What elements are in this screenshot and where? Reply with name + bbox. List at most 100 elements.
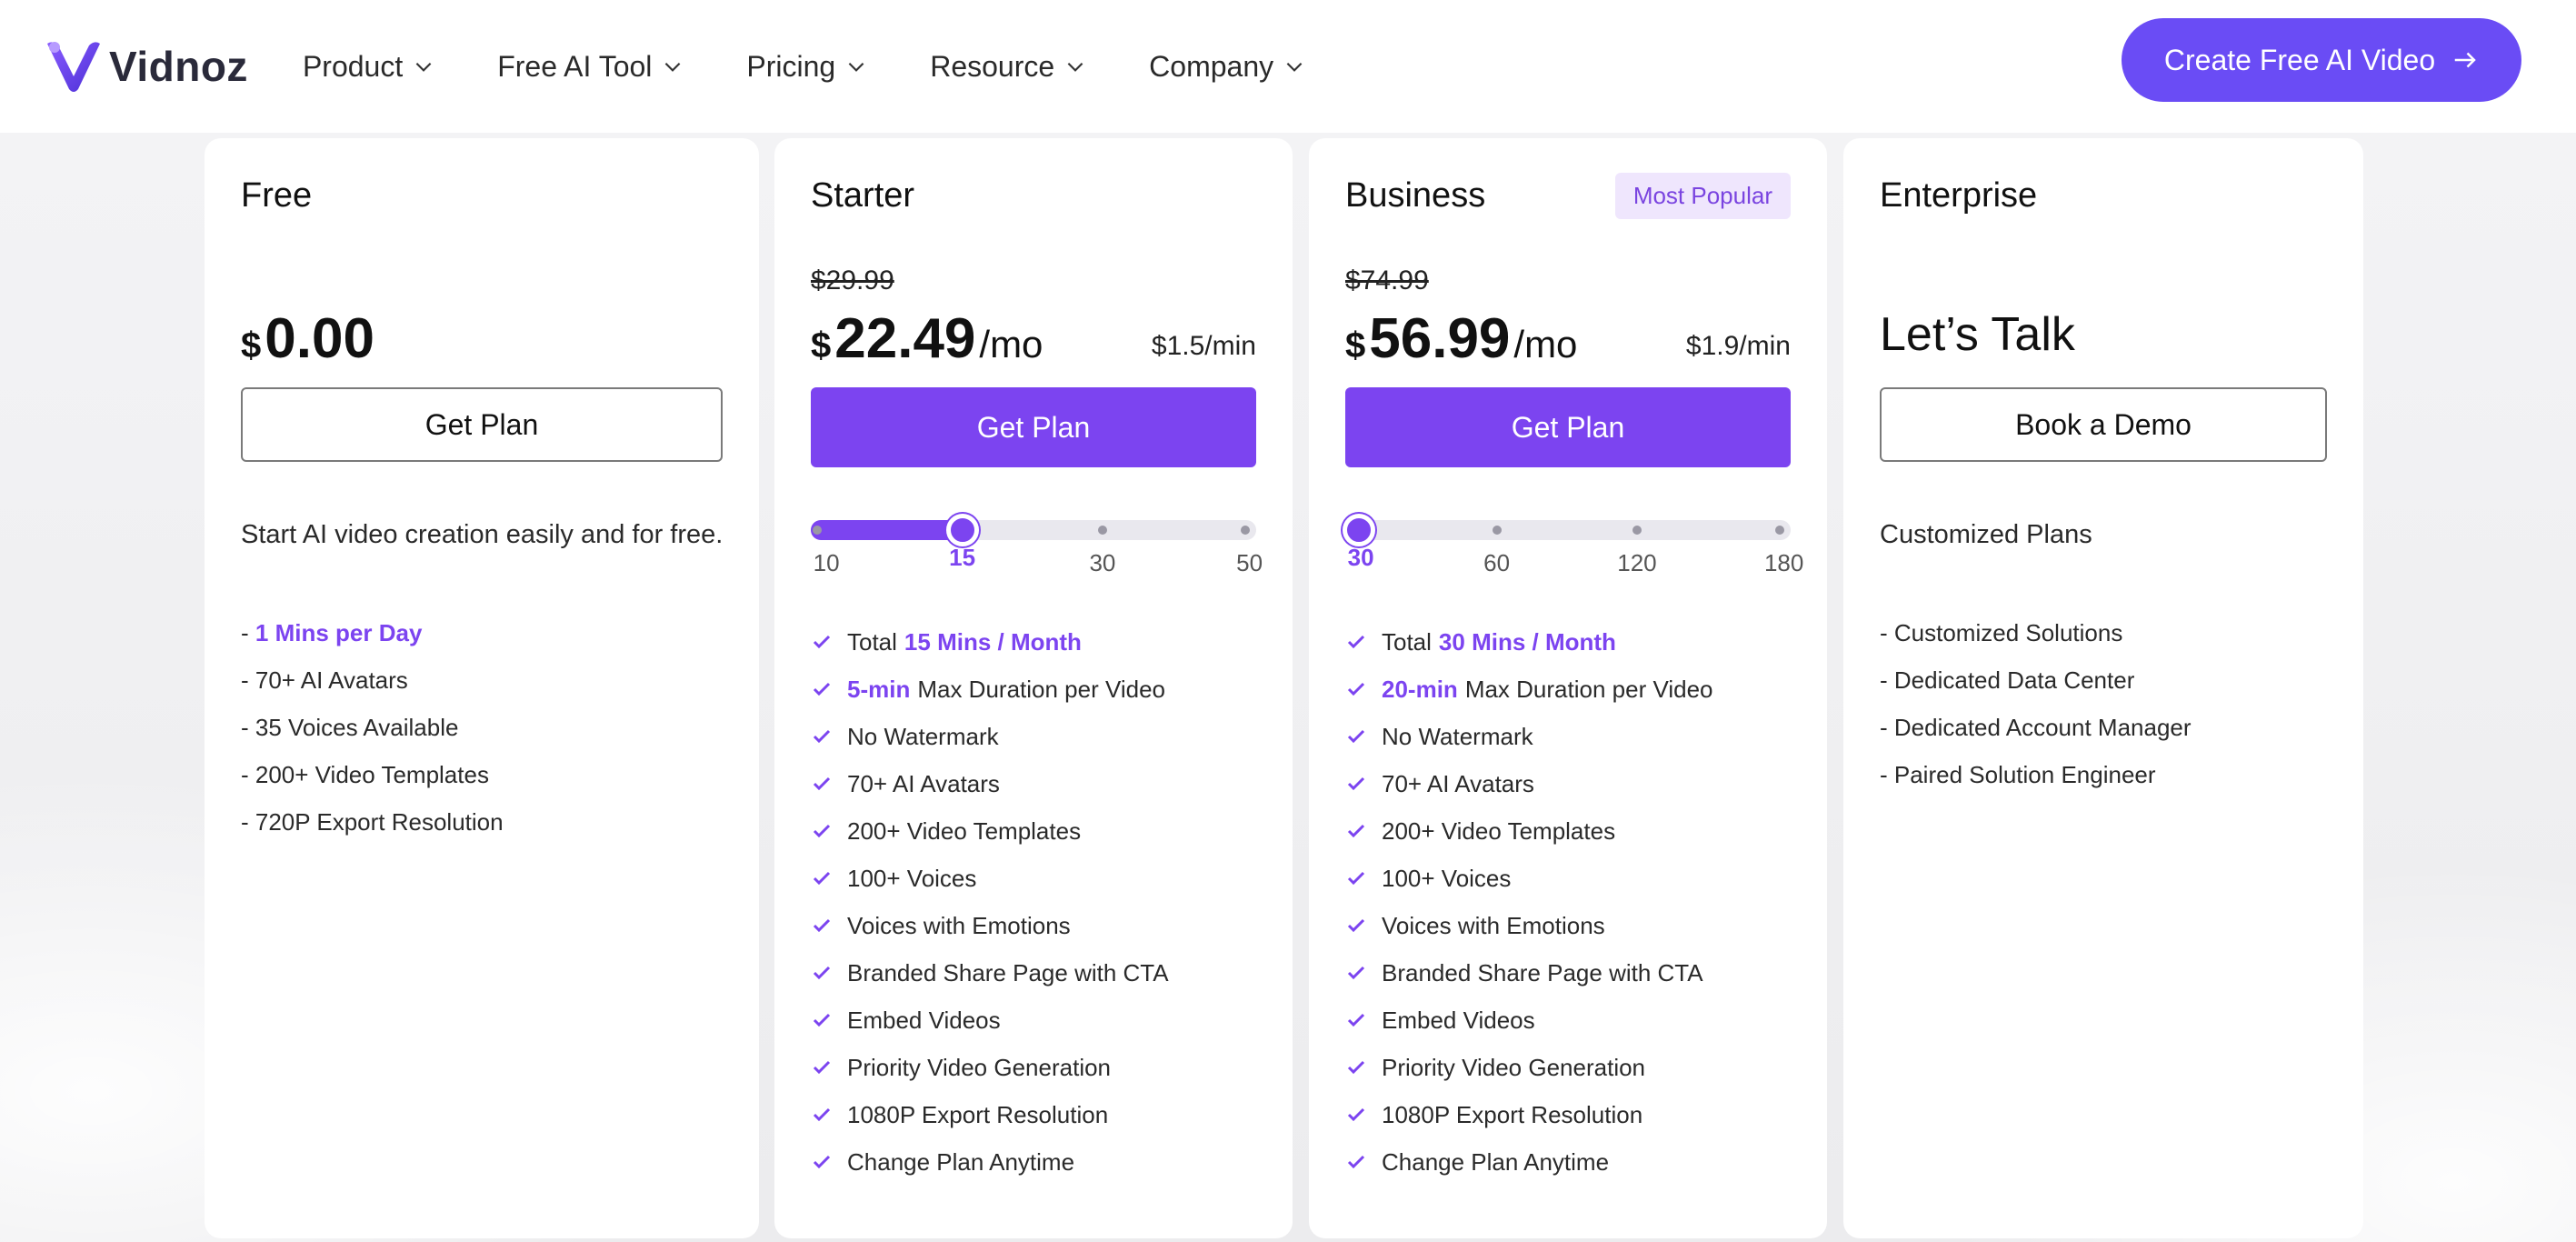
old-price: $74.99 <box>1345 265 1429 295</box>
chevron-down-icon <box>848 62 864 72</box>
site-header: Vidnoz Product Free AI Tool Pricing Reso… <box>0 0 2576 133</box>
feature-item: - Customized Solutions <box>1880 619 2123 646</box>
feature-item: Priority Video Generation <box>1345 1044 1712 1091</box>
create-free-ai-video-button[interactable]: Create Free AI Video <box>2122 18 2521 102</box>
feature-item: - 1 Mins per Day <box>241 609 504 656</box>
feature-item: Change Plan Anytime <box>811 1138 1169 1186</box>
slider-tick-label: 120 <box>1617 549 1657 576</box>
get-plan-button[interactable]: Get Plan <box>241 387 723 462</box>
most-popular-badge: Most Popular <box>1614 173 1791 219</box>
get-plan-button[interactable]: Get Plan <box>1345 387 1791 467</box>
feature-text: Priority Video Generation <box>1382 1053 1646 1081</box>
feature-text: Priority Video Generation <box>847 1053 1112 1081</box>
feature-item: No Watermark <box>811 713 1169 760</box>
nav-pricing[interactable]: Pricing <box>746 50 868 84</box>
slider-knob[interactable] <box>1342 514 1375 546</box>
feature-text: Change Plan Anytime <box>1382 1147 1610 1176</box>
slider-tick-label: 30 <box>1347 544 1374 571</box>
chevron-down-icon <box>665 62 681 72</box>
nav-free-ai-tool[interactable]: Free AI Tool <box>497 50 684 84</box>
feature-item: Total 30 Mins / Month <box>1345 618 1712 666</box>
check-icon <box>813 824 831 838</box>
feature-item: 5-min Max Duration per Video <box>811 666 1169 713</box>
slider-stop[interactable] <box>813 526 823 535</box>
slider-knob[interactable] <box>945 514 979 546</box>
feature-item: Priority Video Generation <box>811 1044 1169 1091</box>
feature-item: Embed Videos <box>1345 997 1712 1044</box>
check-icon <box>1347 1155 1365 1169</box>
price-period: /mo <box>979 323 1043 366</box>
slider-tick-label: 60 <box>1483 549 1511 576</box>
feature-text: 200+ Video Templates <box>1382 816 1616 845</box>
check-icon <box>1347 682 1365 696</box>
feature-item: Total 15 Mins / Month <box>811 618 1169 666</box>
price-per-minute: $1.5/min <box>1151 331 1256 361</box>
check-icon <box>1347 824 1365 838</box>
check-icon <box>1347 871 1365 886</box>
nav-resource[interactable]: Resource <box>930 50 1087 84</box>
minutes-slider[interactable]: 10 15 30 50 <box>811 514 1263 602</box>
feature-highlight: 30 Mins / Month <box>1438 627 1616 656</box>
check-icon <box>813 682 831 696</box>
nav-label: Product <box>302 49 404 83</box>
feature-text: No Watermark <box>847 722 999 750</box>
feature-item: - Dedicated Data Center <box>1880 666 2135 694</box>
feature-item: 70+ AI Avatars <box>1345 760 1712 807</box>
plan-price: $ 22.49 /mo <box>811 306 1043 371</box>
vidnoz-logo[interactable]: Vidnoz <box>44 36 248 96</box>
nav-label: Pricing <box>746 49 836 83</box>
feature-item: 200+ Video Templates <box>1345 807 1712 855</box>
feature-text: 100+ Voices <box>1382 864 1512 892</box>
price-per-minute: $1.9/min <box>1685 331 1791 361</box>
arrow-right-icon <box>2454 52 2476 68</box>
plan-description: Start AI video creation easily and for f… <box>241 520 724 549</box>
feature-item: Voices with Emotions <box>811 902 1169 949</box>
plan-name: Business <box>1345 176 1486 215</box>
feature-item: - 35 Voices Available <box>241 714 459 741</box>
plan-card-free: Free $ 0.00 Get Plan Start AI video crea… <box>205 138 759 1238</box>
feature-list: - 1 Mins per Day - 70+ AI Avatars - 35 V… <box>241 609 504 846</box>
slider-tick-label: 10 <box>813 549 840 576</box>
check-icon <box>1347 966 1365 980</box>
plan-card-business: Business Most Popular $74.99 $ 56.99 /mo… <box>1309 138 1827 1238</box>
slider-tick-label: 30 <box>1089 549 1116 576</box>
check-icon <box>1347 776 1365 791</box>
currency-symbol: $ <box>241 326 262 366</box>
minutes-slider[interactable]: 30 60 120 180 <box>1342 514 1803 602</box>
feature-highlight: 5-min <box>847 675 911 703</box>
feature-item: - 720P Export Resolution <box>241 808 504 836</box>
currency-symbol: $ <box>1345 326 1366 366</box>
old-price: $29.99 <box>811 265 894 295</box>
check-icon <box>813 871 831 886</box>
slider-track[interactable] <box>1345 520 1791 540</box>
slider-stop[interactable] <box>1240 526 1250 535</box>
get-plan-button[interactable]: Get Plan <box>811 387 1256 467</box>
slider-stop[interactable] <box>1632 526 1642 535</box>
feature-item: Change Plan Anytime <box>1345 1138 1712 1186</box>
check-icon <box>813 635 831 649</box>
slider-stop[interactable] <box>1774 526 1784 535</box>
feature-list: - Customized Solutions - Dedicated Data … <box>1880 609 2192 798</box>
feature-text: 70+ AI Avatars <box>1382 769 1534 797</box>
plan-name: Enterprise <box>1880 176 2038 215</box>
price-period: /mo <box>1513 323 1578 366</box>
slider-stop[interactable] <box>1097 526 1107 535</box>
nav-product[interactable]: Product <box>303 50 435 84</box>
feature-item: No Watermark <box>1345 713 1712 760</box>
slider-tick-label: 50 <box>1236 549 1263 576</box>
feature-item: Branded Share Page with CTA <box>1345 949 1712 997</box>
feature-item: Embed Videos <box>811 997 1169 1044</box>
feature-text: Total <box>847 627 897 656</box>
book-demo-button[interactable]: Book a Demo <box>1880 387 2327 462</box>
feature-list: Total 30 Mins / Month 20-min Max Duration p… <box>1345 618 1712 1186</box>
slider-stop[interactable] <box>1492 526 1502 535</box>
feature-item: 100+ Voices <box>1345 855 1712 902</box>
check-icon <box>813 1060 831 1075</box>
plan-name: Free <box>241 176 313 215</box>
price-amount: 22.49 <box>834 307 976 370</box>
feature-item: Branded Share Page with CTA <box>811 949 1169 997</box>
feature-highlight: 15 Mins / Month <box>904 627 1082 656</box>
lets-talk-headline: Let’s Talk <box>1880 308 2075 361</box>
check-icon <box>1347 1013 1365 1027</box>
nav-company[interactable]: Company <box>1149 50 1306 84</box>
